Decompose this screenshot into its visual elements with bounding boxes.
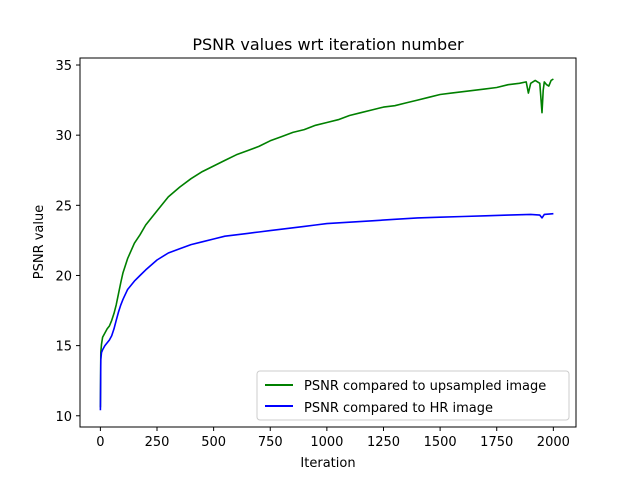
x-tick-label: 250 xyxy=(145,435,170,450)
y-tick-label: 20 xyxy=(55,269,72,284)
legend-box xyxy=(256,370,570,421)
y-tick-label: 35 xyxy=(55,59,72,74)
x-tick-label: 1750 xyxy=(480,435,513,450)
x-tick-label: 500 xyxy=(201,435,226,450)
series-line-1 xyxy=(99,212,554,411)
x-tick-label: 1000 xyxy=(310,435,343,450)
legend: PSNR compared to upsampled image PSNR co… xyxy=(256,370,570,421)
legend-label-hr: PSNR compared to HR image xyxy=(304,401,493,416)
series-line-0 xyxy=(99,78,554,408)
y-tick-label: 10 xyxy=(55,410,72,425)
y-tick-label: 25 xyxy=(55,199,72,214)
y-axis-label: PSNR value xyxy=(32,205,47,280)
x-axis-ticks: 0 250 500 750 1000 1250 1500 1750 2000 xyxy=(96,427,570,450)
x-axis-label: Iteration xyxy=(300,456,355,471)
y-axis-ticks: 10 15 20 25 30 35 xyxy=(55,59,80,425)
legend-label-upsampled: PSNR compared to upsampled image xyxy=(304,379,546,394)
x-tick-label: 1500 xyxy=(424,435,457,450)
y-tick-label: 15 xyxy=(55,340,72,355)
y-tick-label: 30 xyxy=(55,129,72,144)
x-tick-label: 2000 xyxy=(537,435,570,450)
x-tick-label: 750 xyxy=(258,435,283,450)
x-tick-label: 0 xyxy=(96,435,104,450)
x-tick-label: 1250 xyxy=(367,435,400,450)
plot-area-frame xyxy=(79,57,577,428)
chart-title: PSNR values wrt iteration number xyxy=(192,35,464,54)
